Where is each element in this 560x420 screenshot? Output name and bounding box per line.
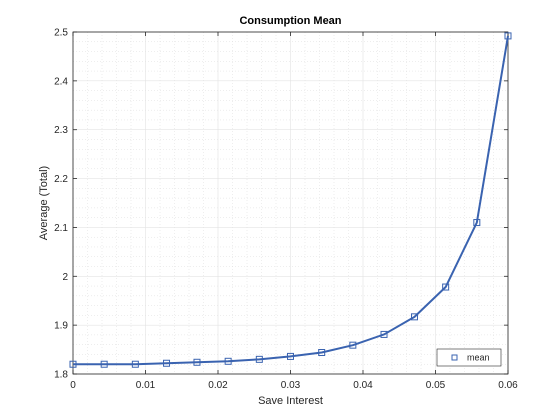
series-layer (69, 32, 512, 368)
data-point-marker (224, 357, 232, 365)
x-tick-label: 0.02 (208, 380, 228, 391)
data-point-marker (69, 360, 77, 368)
y-tick-label: 2.3 (54, 125, 68, 136)
data-point-marker (255, 355, 263, 363)
x-tick-label: 0.01 (136, 380, 156, 391)
data-point-marker (442, 283, 450, 291)
x-tick-labels: 0 0.01 0.02 0.03 0.04 0.05 0.06 (70, 380, 518, 391)
y-tick-label: 2.5 (54, 28, 68, 39)
x-axis-label: Save Interest (258, 395, 323, 407)
x-tick-label: 0 (70, 380, 76, 391)
legend-box (436, 348, 502, 367)
data-point-marker (380, 330, 388, 338)
y-tick-label: 2.2 (54, 174, 68, 185)
data-point-marker (193, 358, 201, 366)
x-tick-label: 0.04 (353, 380, 373, 391)
x-tick-label: 0.06 (498, 380, 518, 391)
y-tick-label: 1.8 (54, 370, 68, 381)
data-point-marker (349, 341, 357, 349)
legend: mean (436, 348, 502, 367)
data-point-marker (131, 360, 139, 368)
series-line-mean (73, 35, 509, 366)
x-tick-label: 0.05 (426, 380, 446, 391)
data-point-marker (100, 360, 108, 368)
legend-entry-mean: mean (467, 353, 490, 363)
y-tick-labels: 1.8 1.9 2 2.1 2.2 2.3 2.4 2.5 (54, 28, 68, 381)
data-point-marker (504, 32, 512, 40)
y-tick-label: 1.9 (54, 321, 68, 332)
y-tick-label: 2.1 (54, 223, 68, 234)
data-point-marker (287, 352, 294, 360)
data-point-marker (318, 349, 326, 357)
data-point-marker (163, 359, 171, 367)
y-tick-label: 2 (62, 272, 68, 283)
data-point-marker (410, 313, 418, 321)
y-tick-label: 2.4 (54, 76, 68, 87)
legend-marker-square (451, 354, 458, 361)
axis-ticks (72, 31, 509, 375)
data-point-marker (473, 219, 481, 227)
chart-title: Consumption Mean (239, 15, 341, 27)
y-axis-label: Average (Total) (38, 166, 50, 240)
x-tick-label: 0.03 (281, 380, 301, 391)
